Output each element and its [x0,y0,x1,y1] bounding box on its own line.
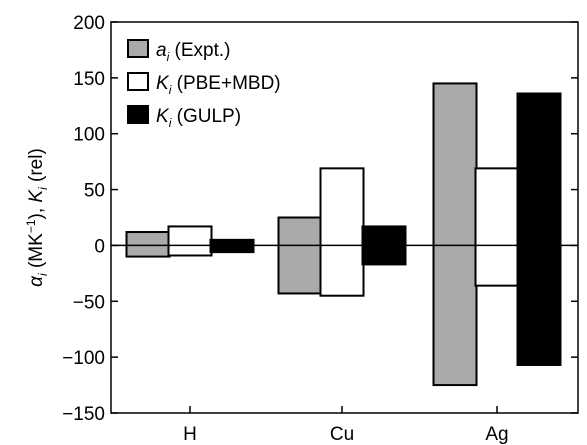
legend-label-gulp: Ki (GULP) [156,106,241,130]
bar-pbe-mbd-h [167,225,213,257]
y-axis-label-group: αi (MK−1), Ki (rel) [24,148,50,287]
y-tick-label: 50 [84,181,105,202]
y-tick-label: −150 [62,404,105,425]
legend-swatch-expt [127,39,149,58]
y-tick-label: −50 [73,292,105,313]
legend-label-expt: ai (Expt.) [156,40,230,64]
bar-expt-ag [432,82,478,387]
x-tick-label-cu: Cu [330,424,354,445]
y-tick-label: −100 [62,348,105,369]
bar-pbe-mbd-cu [319,167,365,297]
legend-swatch-gulp [127,105,149,124]
y-tick-label: 100 [73,125,105,146]
y-tick-label: 0 [94,236,105,257]
bar-expt-h [125,231,171,258]
legend-swatch-pbe-mbd [127,72,149,91]
plot-frame [110,21,579,414]
legend-label-pbe-mbd: Ki (PBE+MBD) [156,73,281,97]
x-tick-label-ag: Ag [485,424,508,445]
y-axis-label: αi (MK−1), Ki (rel) [24,148,50,287]
axes: 200 150 100 50 0 −50 −100 −150 H Cu Ag [62,13,579,445]
svg-text:αi (MK−1), Ki (rel): αi (MK−1), Ki (rel) [24,148,50,287]
x-tick-label-h: H [183,424,197,445]
y-tick-label: 150 [73,69,105,90]
bar-gulp-ag [516,92,562,366]
legend: ai (Expt.) Ki (PBE+MBD) Ki (GULP) [127,39,281,130]
plot-area [111,82,578,387]
y-tick-label: 200 [73,13,105,34]
bar-expt-cu [277,216,323,295]
bar-pbe-mbd-ag [474,167,520,287]
